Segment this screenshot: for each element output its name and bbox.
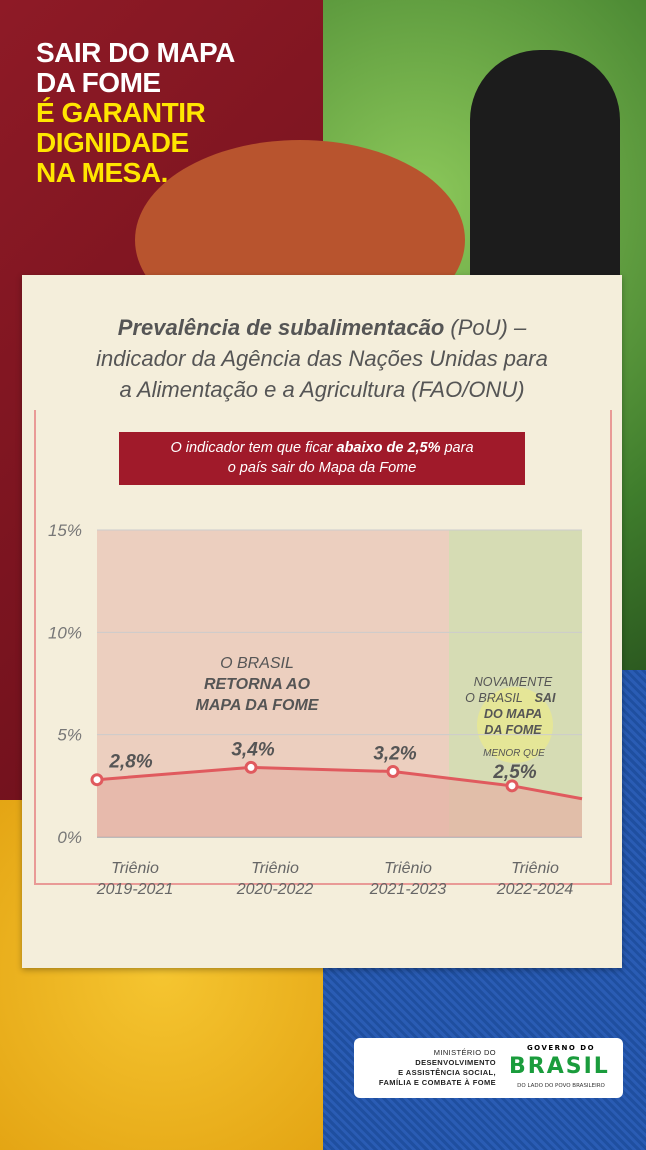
green-zone-annotation: NOVAMENTE <box>474 675 553 689</box>
ministry-name: MINISTÉRIO DO DESENVOLVIMENTO E ASSISTÊN… <box>360 1048 496 1088</box>
title-rest: (PoU) – <box>444 315 527 340</box>
data-point <box>90 773 104 787</box>
cook-photo <box>470 50 620 275</box>
red-zone-annotation: O BRASIL <box>220 655 294 672</box>
data-label: 3,4% <box>231 739 274 760</box>
headline-line: DA FOME <box>36 67 161 98</box>
green-zone-annotation: DO MAPA <box>484 707 542 721</box>
headline: SAIR DO MAPA DA FOME É GARANTIR DIGNIDAD… <box>36 38 235 188</box>
data-point <box>505 779 519 793</box>
y-tick-label: 0% <box>57 828 82 847</box>
banner-bold: abaixo de 2,5% <box>336 440 441 456</box>
y-tick-label: 15% <box>48 521 82 540</box>
banner-text: O indicador tem que ficar <box>170 440 337 456</box>
x-tick-label: 2020-2022 <box>236 881 314 898</box>
x-tick-label: 2022-2024 <box>496 881 574 898</box>
menor-que-label: MENOR QUE <box>483 748 545 759</box>
y-tick-label: 10% <box>48 623 82 642</box>
headline-line: É GARANTIR <box>36 97 206 128</box>
green-zone-annotation: DA FOME <box>484 723 542 737</box>
x-tick-label: 2021-2023 <box>369 881 447 898</box>
headline-line: DIGNIDADE <box>36 127 189 158</box>
brasil-logo: BRASIL <box>509 1054 610 1079</box>
data-label: 2,8% <box>108 752 152 773</box>
title-line: a Alimentação e a Agricultura (FAO/ONU) <box>119 377 525 402</box>
chart-frame <box>34 410 612 885</box>
banner-text: para <box>440 440 474 456</box>
data-label: 2,5% <box>492 762 536 783</box>
data-point <box>244 760 258 774</box>
chart-title: Prevalência de subalimentacão (PoU) – in… <box>30 312 614 405</box>
gov-label: GOVERNO DO <box>526 1044 596 1052</box>
area-fill <box>97 767 582 837</box>
ministry-line: MINISTÉRIO DO <box>433 1048 496 1057</box>
data-label: 3,2% <box>373 744 416 765</box>
green-zone-annotation: O BRASIL <box>465 691 523 705</box>
slogan: DO LADO DO POVO BRASILEIRO <box>517 1083 605 1089</box>
headline-line: NA MESA. <box>36 157 168 188</box>
highlight-glow <box>477 687 553 763</box>
x-tick-label: Triênio <box>511 860 559 877</box>
x-tick-label: 2019-2021 <box>96 881 174 898</box>
banner-text: o país sair do Mapa da Fome <box>227 460 417 476</box>
ministry-line: FAMÍLIA E COMBATE À FOME <box>378 1078 496 1087</box>
red-zone-annotation: RETORNA AO <box>204 676 311 693</box>
threshold-banner: O indicador tem que ficar abaixo de 2,5%… <box>119 432 525 485</box>
x-tick-label: Triênio <box>111 860 159 877</box>
ministry-line: E ASSISTÊNCIA SOCIAL, <box>398 1068 496 1077</box>
y-tick-label: 5% <box>57 726 82 745</box>
x-tick-label: Triênio <box>384 860 432 877</box>
headline-line: SAIR DO MAPA <box>36 37 235 68</box>
ministry-line: DESENVOLVIMENTO <box>415 1058 496 1067</box>
x-tick-label: Triênio <box>251 860 299 877</box>
data-point <box>386 765 400 779</box>
title-line: indicador da Agência das Nações Unidas p… <box>96 346 548 371</box>
green-zone-annotation: SAI <box>535 691 556 705</box>
red-zone-annotation: MAPA DA FOME <box>196 697 320 714</box>
footer-logo: MINISTÉRIO DO DESENVOLVIMENTO E ASSISTÊN… <box>354 1038 623 1098</box>
title-bold: Prevalência de subalimentacão <box>117 315 445 340</box>
